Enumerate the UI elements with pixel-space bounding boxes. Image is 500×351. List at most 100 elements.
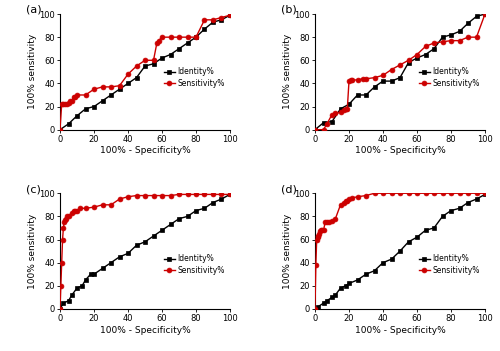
Sensitivity% <box>57 307 63 311</box>
Sensitivity% <box>350 78 356 82</box>
Identity% <box>210 20 216 24</box>
Identity% <box>354 278 360 282</box>
Identity% <box>100 266 105 271</box>
Identity% <box>329 295 335 299</box>
Sensitivity% <box>61 220 67 224</box>
Sensitivity% <box>218 15 224 20</box>
Identity% <box>218 197 224 201</box>
Sensitivity% <box>62 218 68 222</box>
Sensitivity% <box>125 72 131 76</box>
Identity% <box>91 105 97 109</box>
Sensitivity% <box>338 203 344 207</box>
Identity% <box>312 307 318 311</box>
Sensitivity% <box>406 191 411 196</box>
Sensitivity% <box>341 200 347 205</box>
Identity% <box>176 217 182 221</box>
Identity% <box>159 56 165 60</box>
Identity% <box>414 235 420 239</box>
Sensitivity% <box>210 18 216 22</box>
Sensitivity% <box>159 35 165 39</box>
Sensitivity% <box>156 39 162 43</box>
Sensitivity% <box>465 191 471 196</box>
Identity% <box>363 272 369 276</box>
Sensitivity% <box>168 193 173 198</box>
Sensitivity% <box>176 192 182 197</box>
Sensitivity% <box>125 194 131 199</box>
Sensitivity% <box>317 229 323 233</box>
Identity% <box>465 21 471 25</box>
Sensitivity% <box>202 192 207 197</box>
Identity% <box>431 226 437 230</box>
X-axis label: 100% - Specificity%: 100% - Specificity% <box>354 325 446 335</box>
Identity% <box>108 93 114 97</box>
Line: Identity%: Identity% <box>58 192 233 311</box>
Sensitivity% <box>57 127 63 132</box>
Identity% <box>176 47 182 51</box>
Sensitivity% <box>406 58 411 62</box>
Sensitivity% <box>324 122 330 126</box>
Identity% <box>448 33 454 37</box>
Sensitivity% <box>100 203 105 207</box>
Identity% <box>332 293 338 297</box>
Sensitivity% <box>202 18 207 22</box>
Sensitivity% <box>397 191 403 196</box>
Sensitivity% <box>58 260 64 265</box>
Text: (a): (a) <box>26 5 42 15</box>
Identity% <box>346 102 352 106</box>
Identity% <box>91 272 97 276</box>
Identity% <box>406 60 411 65</box>
X-axis label: 100% - Specificity%: 100% - Specificity% <box>100 146 190 155</box>
Y-axis label: 100% sensitivity: 100% sensitivity <box>28 213 36 289</box>
Sensitivity% <box>320 228 326 232</box>
Sensitivity% <box>159 193 165 198</box>
Sensitivity% <box>372 191 378 196</box>
Identity% <box>184 41 190 45</box>
Sensitivity% <box>60 102 66 106</box>
Sensitivity% <box>318 228 324 232</box>
Identity% <box>202 27 207 31</box>
Sensitivity% <box>341 108 347 112</box>
Identity% <box>320 301 326 305</box>
Sensitivity% <box>422 44 428 48</box>
Sensitivity% <box>91 205 97 209</box>
Identity% <box>422 52 428 57</box>
Sensitivity% <box>66 214 71 218</box>
Y-axis label: 100% sensitivity: 100% sensitivity <box>282 34 292 110</box>
Line: Sensitivity%: Sensitivity% <box>312 191 488 311</box>
Sensitivity% <box>338 110 344 114</box>
Sensitivity% <box>142 193 148 198</box>
Identity% <box>406 240 411 244</box>
Sensitivity% <box>465 35 471 39</box>
Sensitivity% <box>218 192 224 197</box>
Identity% <box>202 206 207 210</box>
Line: Sensitivity%: Sensitivity% <box>58 13 233 132</box>
Identity% <box>69 293 75 297</box>
Identity% <box>227 192 233 197</box>
X-axis label: 100% - Specificity%: 100% - Specificity% <box>100 325 190 335</box>
Identity% <box>397 249 403 253</box>
Sensitivity% <box>342 199 348 204</box>
Sensitivity% <box>363 77 369 81</box>
Sensitivity% <box>440 40 446 44</box>
Identity% <box>218 18 224 22</box>
Identity% <box>324 299 330 303</box>
Sensitivity% <box>456 191 462 196</box>
Identity% <box>380 260 386 265</box>
Sensitivity% <box>69 211 75 215</box>
Identity% <box>316 304 322 309</box>
Sensitivity% <box>66 101 71 105</box>
Y-axis label: 100% sensitivity: 100% sensitivity <box>28 34 36 110</box>
Identity% <box>82 278 88 282</box>
Identity% <box>108 260 114 265</box>
Identity% <box>134 243 140 247</box>
X-axis label: 100% - Specificity%: 100% - Specificity% <box>354 146 446 155</box>
Identity% <box>338 107 344 111</box>
Sensitivity% <box>346 197 352 201</box>
Identity% <box>354 93 360 97</box>
Identity% <box>88 272 94 276</box>
Identity% <box>227 13 233 17</box>
Sensitivity% <box>168 35 173 39</box>
Sensitivity% <box>319 228 325 232</box>
Sensitivity% <box>456 39 462 43</box>
Identity% <box>100 99 105 103</box>
